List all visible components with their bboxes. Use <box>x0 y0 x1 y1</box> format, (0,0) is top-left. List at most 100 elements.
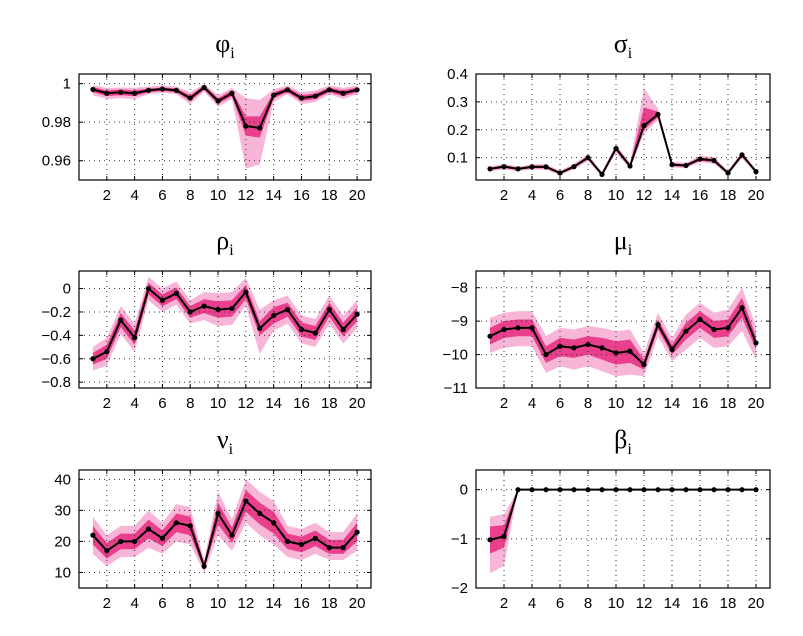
x-tick-label: 10 <box>608 187 625 204</box>
median-point <box>173 290 179 296</box>
x-tick-label: 14 <box>664 595 681 612</box>
median-point <box>683 487 689 493</box>
median-point <box>627 487 633 493</box>
median-point <box>585 155 591 161</box>
median-point <box>118 317 124 323</box>
y-tick-label: −11 <box>444 380 468 397</box>
median-point <box>711 157 717 164</box>
x-tick-label: 8 <box>186 187 194 204</box>
x-tick-label: 20 <box>349 395 366 412</box>
median-point <box>298 541 305 548</box>
median-point <box>187 95 193 101</box>
x-tick-label: 16 <box>692 595 709 612</box>
y-tick-label: −9 <box>451 313 468 330</box>
median-point <box>187 523 193 529</box>
median-point <box>145 87 152 93</box>
median-point <box>501 533 507 539</box>
x-tick-label: 18 <box>720 187 737 204</box>
axes-box-sigma <box>475 73 771 181</box>
x-tick-label: 4 <box>528 395 536 412</box>
y-tick-label: −0.8 <box>41 374 71 391</box>
median-point <box>326 545 332 551</box>
x-tick-label: 14 <box>265 395 282 412</box>
median-point <box>201 563 207 569</box>
median-point <box>627 348 633 354</box>
median-point <box>753 340 759 346</box>
median-line-mu <box>489 305 757 367</box>
median-point <box>271 312 277 319</box>
median-point <box>298 95 305 101</box>
median-point <box>697 316 703 323</box>
median-point <box>215 307 221 313</box>
outer-band-beta <box>490 489 756 574</box>
panel-title-nu: νi <box>217 425 234 458</box>
y-tick-label: −0.6 <box>41 351 71 368</box>
x-tick-label: 18 <box>321 595 338 612</box>
panel-title-subscript-rho: i <box>229 242 234 259</box>
median-point <box>271 92 277 98</box>
median-point <box>298 326 305 333</box>
median-point <box>627 163 633 169</box>
x-tick-label: 8 <box>584 595 592 612</box>
median-point <box>201 84 207 91</box>
median-point <box>613 350 619 356</box>
median-point <box>173 87 179 93</box>
y-tick-label: −0.2 <box>41 304 71 321</box>
panel-title-subscript-mu: i <box>628 242 633 259</box>
median-point <box>571 487 577 493</box>
median-point <box>132 538 138 545</box>
median-point <box>739 487 745 493</box>
median-point <box>243 289 249 295</box>
y-tick-label: −8 <box>451 280 468 297</box>
median-point <box>585 487 591 493</box>
median-point <box>340 326 346 333</box>
y-tick-label: 20 <box>54 533 71 550</box>
x-tick-label: 6 <box>556 395 564 412</box>
median-point <box>354 87 360 93</box>
median-point <box>145 285 152 292</box>
y-tick-label: 0.3 <box>447 94 468 111</box>
x-tick-label: 6 <box>158 187 166 204</box>
inner-band-rho <box>92 282 358 365</box>
x-tick-label: 10 <box>608 595 625 612</box>
x-tick-label: 18 <box>321 187 338 204</box>
panel-phi: φi 2 4 6 8 10 12 14 16 18 20 0.96 0.98 1 <box>42 29 372 204</box>
axes-box-rho <box>78 270 372 389</box>
inner-band-mu <box>490 297 756 370</box>
median-point <box>243 498 249 504</box>
x-tick-label: 6 <box>556 187 564 204</box>
y-tick-label: −1 <box>451 531 468 548</box>
x-tick-label: 18 <box>720 595 737 612</box>
y-tick-label: 0.4 <box>447 66 468 83</box>
x-tick-label: 14 <box>265 595 282 612</box>
median-point <box>187 309 193 315</box>
median-point <box>599 171 605 178</box>
x-tick-label: 12 <box>238 187 255 204</box>
median-point <box>501 164 507 170</box>
y-tick-label: −2 <box>451 580 468 597</box>
median-point <box>613 145 619 152</box>
median-point <box>312 93 318 99</box>
x-tick-label: 12 <box>238 595 255 612</box>
median-point <box>354 529 360 535</box>
x-tick-label: 12 <box>636 595 653 612</box>
x-tick-label: 10 <box>210 395 227 412</box>
median-point <box>104 349 110 355</box>
x-tick-label: 16 <box>692 187 709 204</box>
median-point <box>90 356 96 362</box>
panel-title-subscript-sigma: i <box>628 45 633 62</box>
panel-rho: ρi 2 4 6 8 10 12 14 16 18 20 −0.8 −0.6 −0.4 −0.2 0 <box>41 226 372 412</box>
median-point <box>326 307 332 313</box>
median-point <box>312 330 318 336</box>
x-tick-label: 2 <box>500 187 508 204</box>
panel-title-subscript-nu: i <box>229 441 234 458</box>
median-point <box>571 345 577 351</box>
median-point <box>571 164 577 170</box>
x-tick-label: 16 <box>293 595 310 612</box>
median-point <box>90 86 96 93</box>
axes-box-mu <box>475 270 771 389</box>
x-tick-label: 6 <box>158 595 166 612</box>
median-point <box>655 487 661 493</box>
panel-sigma: σi 2 4 6 8 10 12 14 16 18 20 0.1 0.2 0.3 0.4 <box>447 29 771 204</box>
median-point <box>557 343 563 349</box>
